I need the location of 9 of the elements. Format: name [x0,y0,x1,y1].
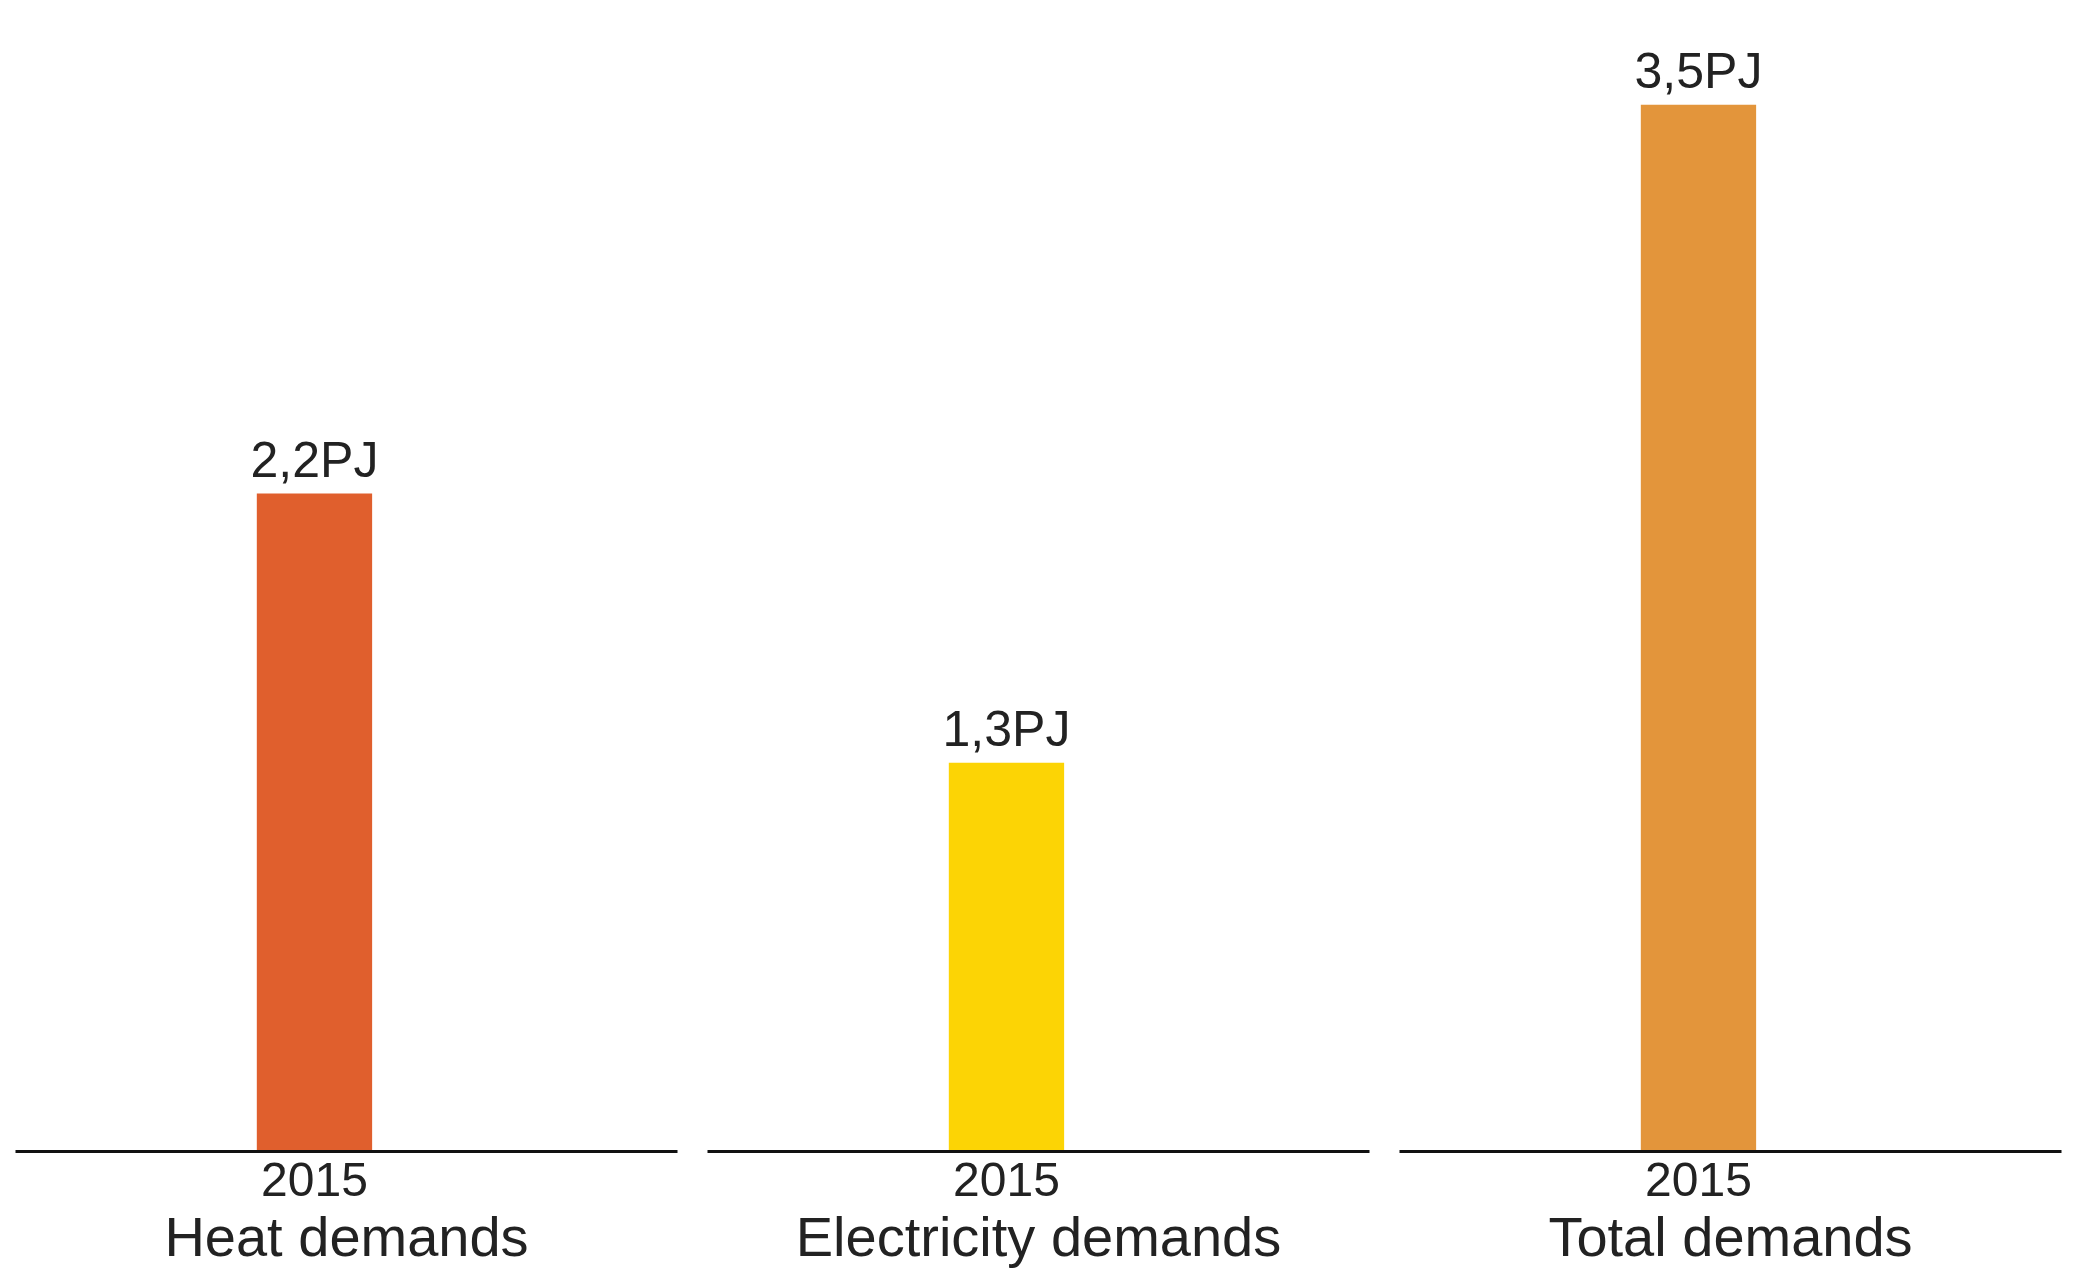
data-label: 3,5PJ [1634,42,1763,99]
x-tick-label: 2015 [261,1152,368,1206]
x-tick-label: 2015 [1645,1152,1752,1206]
x-axis-title: Total demands [1548,1204,1913,1268]
data-label: 2,2PJ [250,431,379,488]
x-axis-title: Electricity demands [795,1204,1282,1268]
data-label: 1,3PJ [942,700,1071,757]
x-axis-title: Heat demands [164,1204,529,1268]
x-tick-label: 2015 [953,1152,1060,1206]
